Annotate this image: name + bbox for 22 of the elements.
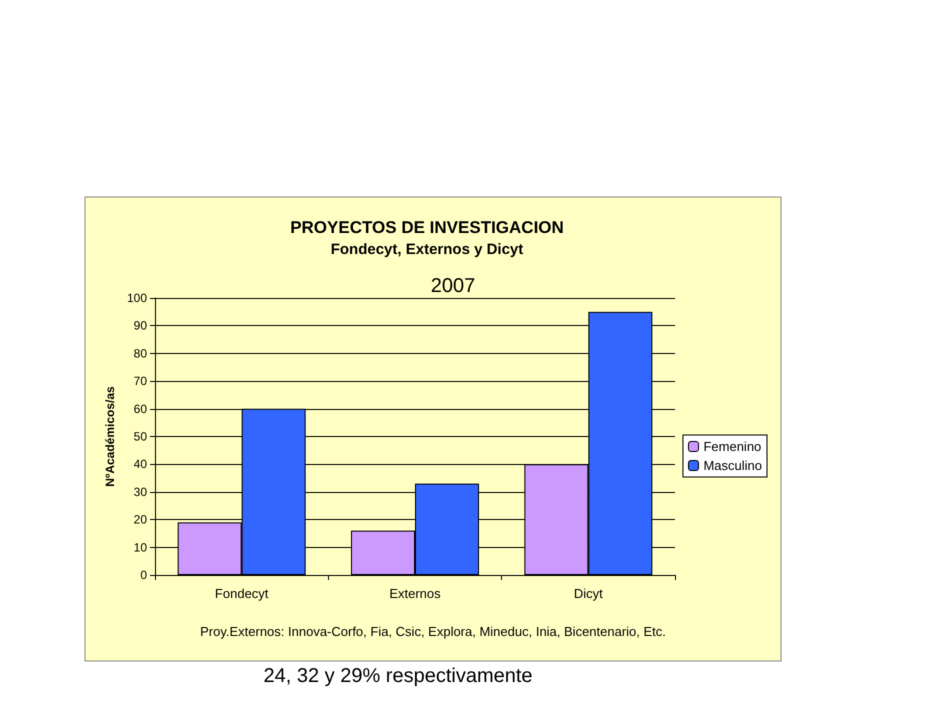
x-tick-label: Fondecyt: [214, 586, 269, 601]
y-tick-label: 50: [134, 430, 148, 444]
y-tick-label: 100: [126, 291, 148, 305]
y-tick-label: 40: [134, 457, 148, 472]
y-tick-label: 90: [134, 318, 148, 333]
chart-title: PROYECTOS DE INVESTIGACION: [290, 218, 564, 237]
y-tick-label: 80: [134, 346, 148, 360]
y-tick-label: 10: [134, 540, 148, 554]
y-tick-label: 0: [140, 568, 148, 582]
y-tick-label: 20: [134, 512, 148, 527]
y-tick-label: 30: [134, 484, 148, 499]
x-tick-label: Dicyt: [574, 586, 604, 601]
legend-label: Femenino: [703, 439, 762, 454]
y-tick-label: 60: [134, 402, 148, 416]
text: 2007: [430, 275, 476, 297]
text: Proy.Externos: Innova-Corfo, Fia, Csic, Explora, Mineduc, Inia, Bicentenario, Etc.: [200, 624, 666, 639]
legend-label: Masculino: [703, 458, 762, 473]
x-tick-label: Externos: [389, 586, 442, 601]
chart-subtitle: Fondecyt, Externos y Dicyt: [330, 241, 524, 258]
text: 24, 32 y 29% respectivamente: [263, 665, 533, 687]
y-axis-title: NºAcadémicos/as: [103, 386, 118, 487]
y-tick-label: 70: [134, 374, 148, 388]
